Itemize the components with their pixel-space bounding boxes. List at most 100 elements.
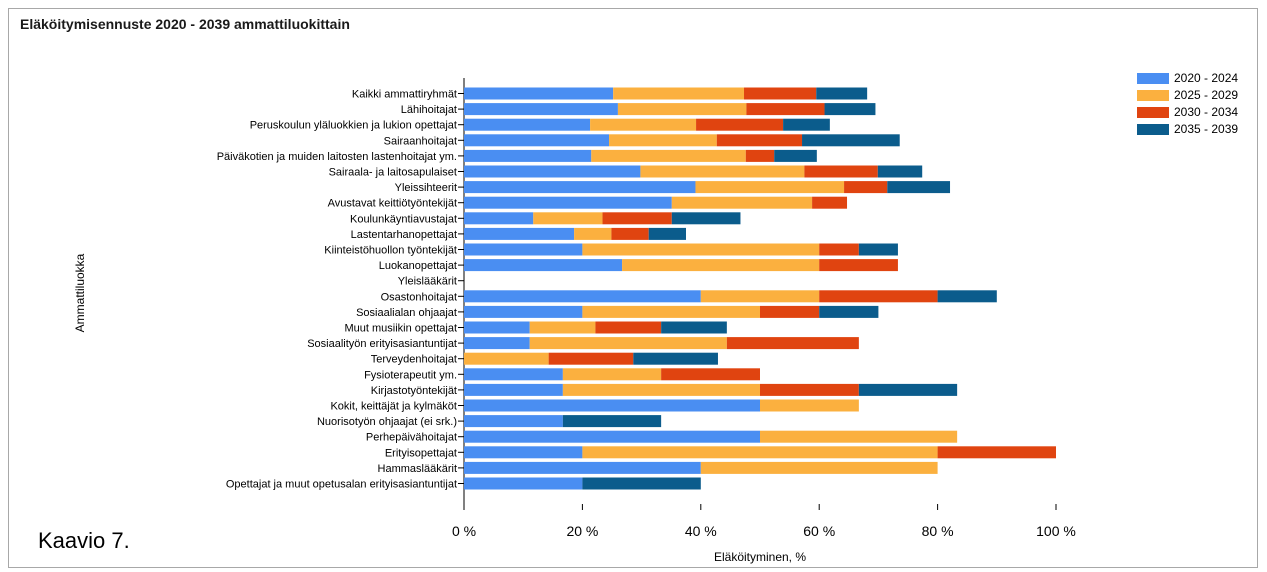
y-tick-label: Perhepäivähoitajat: [366, 432, 457, 444]
legend-label: 2035 - 2039: [1174, 122, 1239, 136]
bar-segment: [877, 165, 923, 178]
bar-segment: [887, 181, 951, 194]
y-tick-label: Opettajat ja muut opetusalan erityisasia…: [226, 479, 457, 491]
bar-segment: [464, 415, 563, 428]
bar-segment: [464, 212, 534, 225]
bar-segment: [533, 212, 603, 225]
bar-segment: [582, 446, 938, 459]
bar-segment: [464, 383, 563, 396]
bar-segment: [774, 149, 817, 162]
y-tick-label: Lähihoitajat: [401, 104, 457, 116]
bar-segment: [464, 337, 530, 350]
bar-segment: [464, 181, 696, 194]
bar-segment: [745, 149, 775, 162]
y-tick-label: Sosiaalialan ohjaajat: [356, 307, 457, 319]
bar-segment: [464, 290, 701, 303]
bar-segment: [824, 103, 876, 116]
y-tick-label: Muut musiikin opettajat: [345, 323, 458, 335]
bar-segment: [819, 305, 879, 318]
bar-segment: [613, 87, 745, 100]
bar-segment: [760, 305, 820, 318]
bar-segment: [726, 337, 859, 350]
legend-label: 2030 - 2034: [1174, 105, 1239, 119]
bar-segment: [695, 181, 845, 194]
bar-segment: [464, 118, 591, 131]
legend-label: 2025 - 2029: [1174, 88, 1239, 102]
y-axis-title: Ammattiluokka: [73, 253, 87, 332]
bar-segment: [746, 103, 825, 116]
bar-segment: [611, 227, 649, 240]
bar-segment: [819, 290, 938, 303]
bar-segment: [633, 352, 718, 365]
bar-segment: [590, 118, 697, 131]
legend-item: 2035 - 2039: [1137, 121, 1238, 137]
bar-segment: [464, 352, 549, 365]
bar-segment: [696, 118, 784, 131]
bar-segment: [464, 149, 592, 162]
legend-swatch: [1137, 72, 1169, 84]
bar-segment: [562, 383, 760, 396]
bar-segment: [858, 243, 898, 256]
legend-item: 2030 - 2034: [1137, 104, 1238, 120]
y-tick-label: Erityisopettajat: [385, 447, 457, 459]
bar-segment: [744, 87, 817, 100]
x-axis-title: Eläköityminen, %: [714, 550, 806, 564]
bar-segment: [622, 259, 820, 272]
bar-segment: [760, 430, 958, 443]
bar-segment: [464, 87, 614, 100]
y-tick-label: Yleissihteerit: [395, 182, 457, 194]
bar-segment: [816, 87, 868, 100]
bar-segment: [640, 165, 805, 178]
bar-segment: [844, 181, 888, 194]
bar-segment: [464, 243, 583, 256]
chart-frame: [8, 8, 1258, 568]
legend-swatch: [1137, 89, 1169, 101]
bar-segment: [648, 227, 686, 240]
y-tick-label: Koulunkäyntiavustajat: [350, 213, 457, 225]
y-tick-label: Fysioterapeutit ym.: [364, 369, 457, 381]
bar-segment: [582, 477, 701, 490]
bar-segment: [609, 134, 717, 147]
x-tick-label: 80 %: [922, 523, 954, 539]
bar-segment: [582, 243, 820, 256]
bar-segment: [548, 352, 634, 365]
bar-segment: [464, 103, 618, 116]
bar-segment: [464, 399, 760, 412]
bar-segment: [700, 461, 938, 474]
y-tick-label: Terveydenhoitajat: [371, 354, 457, 366]
bar-segment: [529, 337, 727, 350]
page-title: Eläköitymisennuste 2020 - 2039 ammattilu…: [20, 16, 350, 32]
figure-caption: Kaavio 7.: [38, 528, 130, 553]
bar-segment: [582, 305, 760, 318]
bar-segment: [464, 430, 760, 443]
bar-segment: [671, 196, 813, 209]
y-tick-label: Osastonhoitajat: [381, 291, 457, 303]
bar-segment: [591, 149, 746, 162]
x-tick-label: 0 %: [452, 523, 476, 539]
bar-segment: [760, 383, 859, 396]
bar-segment: [562, 415, 662, 428]
bar-segment: [937, 290, 997, 303]
bar-segment: [464, 196, 672, 209]
bar-segment: [464, 368, 563, 381]
y-tick-label: Sairaanhoitajat: [384, 135, 457, 147]
bar-segment: [574, 227, 612, 240]
bar-segment: [464, 305, 583, 318]
y-tick-label: Päiväkotien ja muiden laitosten lastenho…: [217, 151, 457, 163]
bar-segment: [804, 165, 878, 178]
legend-swatch: [1137, 123, 1169, 135]
bar-segment: [716, 134, 803, 147]
y-tick-label: Lastentarhanopettajat: [351, 229, 457, 241]
bar-segment: [783, 118, 830, 131]
legend-item: 2025 - 2029: [1137, 87, 1238, 103]
legend-label: 2020 - 2024: [1174, 71, 1239, 85]
bar-segment: [529, 321, 596, 334]
bar-segment: [464, 227, 575, 240]
bar-segment: [464, 134, 610, 147]
bar-segment: [819, 243, 859, 256]
y-tick-label: Sairaala- ja laitosapulaiset: [329, 167, 457, 179]
bar-segment: [802, 134, 900, 147]
y-tick-label: Kirjastotyöntekijät: [371, 385, 457, 397]
x-tick-label: 100 %: [1036, 523, 1076, 539]
bar-segment: [464, 461, 701, 474]
